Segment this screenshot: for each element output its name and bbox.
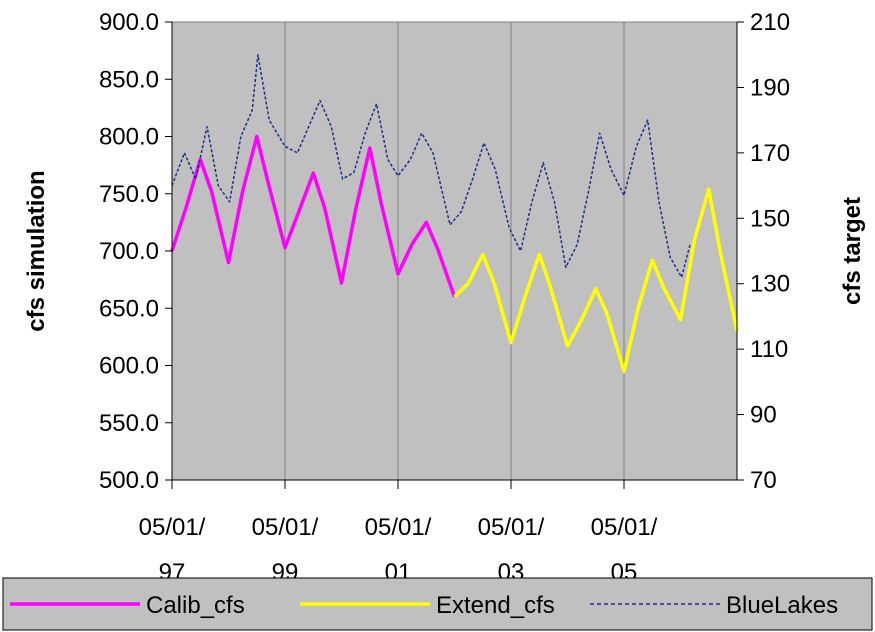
axes-layer: 05/01/9705/01/9905/01/0105/01/0305/01/05…: [99, 9, 790, 586]
y-left-tick-label: 900.0: [99, 9, 159, 36]
y-left-tick-label: 750.0: [99, 181, 159, 208]
series-line-bluelakes: [171, 53, 691, 278]
y-left-tick-label: 600.0: [99, 353, 159, 380]
x-tick-label: 05/01/: [591, 514, 658, 541]
y-left-tick-label: 700.0: [99, 238, 159, 265]
y-left-tick-label: 500.0: [99, 467, 159, 494]
y-right-tick-label: 70: [750, 467, 777, 494]
plot-area: [171, 21, 738, 481]
x-tick-label: 05/01/: [139, 514, 206, 541]
y-right-tick-label: 90: [750, 402, 777, 429]
legend: Calib_cfs Extend_cfs BlueLakes: [2, 577, 873, 631]
x-tick-label: 05/01/: [365, 514, 432, 541]
y-left-tick-label: 550.0: [99, 410, 159, 437]
y-right-tick-label: 130: [750, 271, 790, 298]
y-right-tick-label: 210: [750, 9, 790, 36]
grid-lines: [284, 22, 625, 480]
series-layer: [170, 53, 739, 373]
y-right-axis-title: cfs target: [839, 197, 866, 305]
legend-label: Calib_cfs: [146, 592, 245, 619]
series-line-calib-cfs: [170, 134, 457, 298]
y-right-tick-label: 170: [750, 140, 790, 167]
series-line-extend-cfs: [453, 187, 739, 373]
y-right-tick-label: 150: [750, 205, 790, 232]
y-left-tick-label: 650.0: [99, 295, 159, 322]
y-right-tick-label: 190: [750, 74, 790, 101]
x-tick-label: 05/01/: [478, 514, 545, 541]
y-left-tick-label: 800.0: [99, 124, 159, 151]
y-left-axis-title: cfs simulation: [23, 170, 50, 331]
legend-label: BlueLakes: [726, 592, 838, 619]
legend-label: Extend_cfs: [436, 592, 555, 619]
y-left-tick-label: 850.0: [99, 66, 159, 93]
y-right-tick-label: 110: [750, 336, 788, 363]
x-tick-label: 05/01/: [252, 514, 319, 541]
legend-box: [2, 577, 873, 631]
